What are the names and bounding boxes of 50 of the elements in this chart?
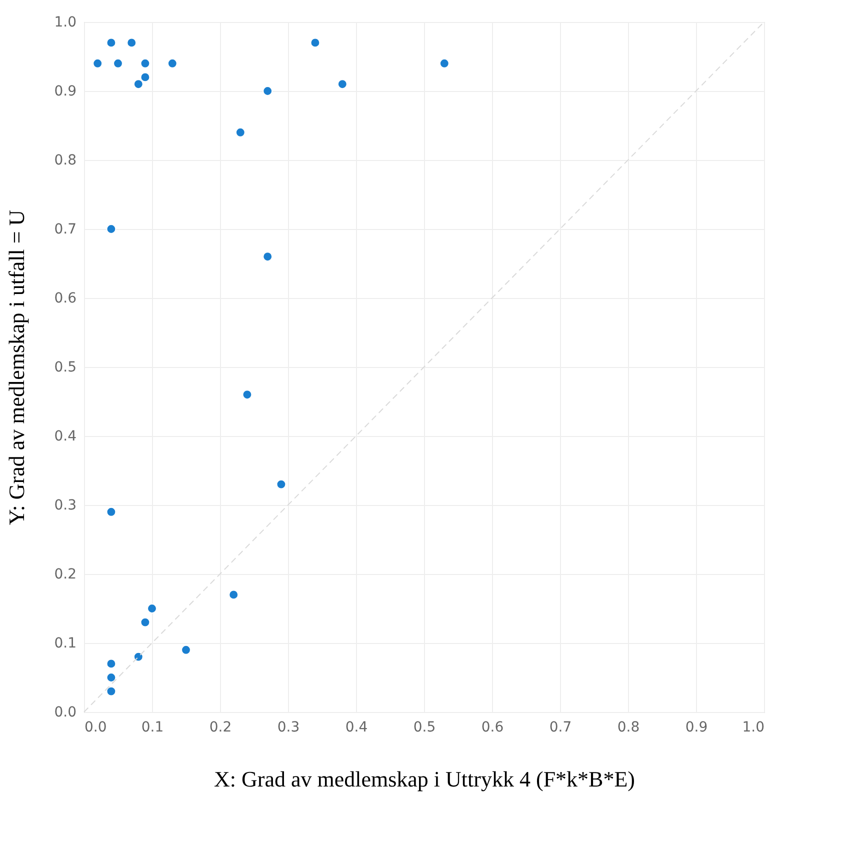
- y-tick-label: 0.8: [54, 152, 76, 168]
- point: [140, 617, 150, 628]
- point: [167, 58, 178, 68]
- x-tick-label: 0.6: [481, 720, 504, 736]
- point: [262, 252, 273, 262]
- x-tick-label: 0.9: [685, 720, 708, 736]
- point: [439, 58, 450, 68]
- point: [337, 79, 348, 90]
- x-tick-label: 0.8: [617, 720, 640, 736]
- y-axis-title: Y: Grad av medlemskap i utfall = U: [4, 210, 30, 526]
- point: [181, 644, 191, 655]
- y-tick-label: 0.3: [54, 498, 76, 514]
- point: [310, 38, 320, 48]
- y-tick-label: 0.5: [54, 360, 76, 376]
- point: [140, 72, 150, 82]
- point: [133, 79, 144, 90]
- x-tick-label: 1.0: [742, 720, 764, 736]
- y-tick-label: 0.6: [54, 290, 77, 306]
- x-tick-label: 0.0: [84, 720, 107, 736]
- y-tick-label: 1.0: [54, 14, 76, 30]
- y-tick-label: 0.4: [54, 428, 77, 444]
- point: [106, 658, 116, 669]
- point: [235, 127, 246, 138]
- point: [106, 506, 116, 517]
- point: [106, 38, 116, 48]
- x-tick-label: 0.2: [209, 720, 232, 736]
- y-tick-label: 0.2: [54, 566, 76, 582]
- point: [106, 686, 116, 696]
- x-tick-label: 0.3: [277, 720, 300, 736]
- point: [126, 38, 137, 48]
- point: [276, 479, 286, 490]
- point: [106, 672, 116, 682]
- point: [106, 224, 116, 234]
- y-tick-label: 0.9: [54, 84, 76, 100]
- x-tick-label: 0.7: [549, 720, 572, 736]
- y-tick-label: 0.1: [54, 636, 76, 652]
- point: [113, 58, 123, 68]
- x-tick-label: 0.1: [141, 720, 164, 736]
- y-tick-label: 0.0: [54, 704, 76, 720]
- point: [133, 652, 144, 662]
- x-axis-title: X: Grad av medlemskap i Uttrykk 4 (F*k*B*E): [214, 766, 635, 792]
- point: [92, 58, 103, 68]
- y-tick-label: 0.7: [54, 222, 76, 238]
- x-tick-label: 0.4: [345, 720, 368, 736]
- point: [140, 58, 150, 68]
- point: [262, 86, 273, 96]
- x-tick-label: 0.5: [413, 720, 436, 736]
- point: [242, 390, 252, 400]
- point: [228, 590, 239, 600]
- point: [147, 604, 157, 614]
